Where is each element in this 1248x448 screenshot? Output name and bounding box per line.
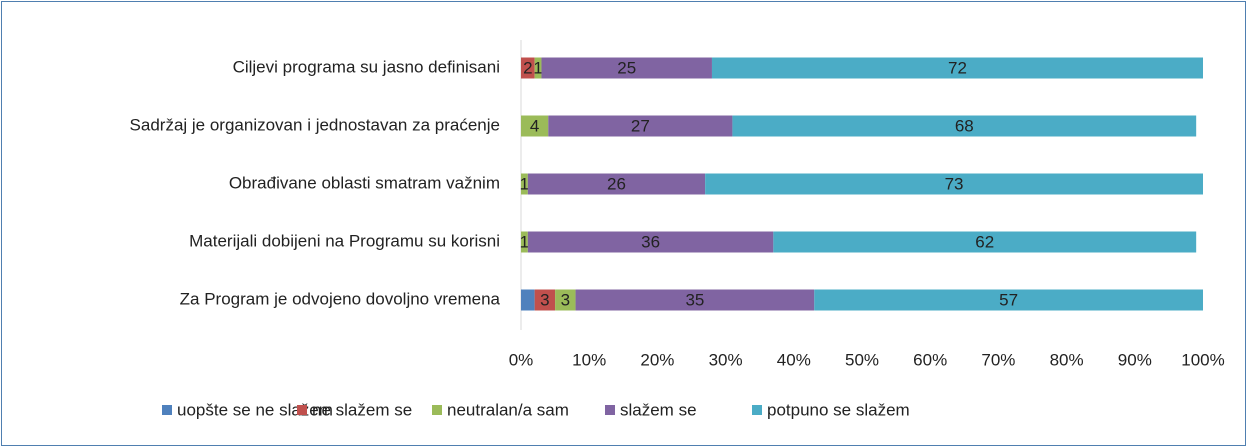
x-tick-label: 10% [572,350,606,369]
bar-segment [548,115,733,137]
x-tick-label: 70% [981,350,1015,369]
x-tick-label: 40% [777,350,811,369]
data-label: 27 [631,116,650,135]
y-tick-label: Sadržaj je organizovan i jednostavan za … [130,115,500,134]
legend-label: neutralan/a sam [447,400,569,419]
bar-segment [705,173,1203,195]
x-tick-label: 80% [1050,350,1084,369]
data-label: 4 [530,116,539,135]
data-label: 36 [641,232,660,251]
x-tick-label: 100% [1181,350,1224,369]
data-label: 1 [533,58,542,77]
bar-segment [711,57,1203,79]
bar-segment [534,289,556,311]
data-label: 62 [975,232,994,251]
bar-segment [521,57,535,79]
x-tick-label: 90% [1118,350,1152,369]
data-label: 1 [520,174,529,193]
bar-segment [773,231,1197,253]
x-tick-label: 50% [845,350,879,369]
bar-segment [814,289,1203,311]
bar-segment [521,173,528,195]
legend-swatch [297,405,307,415]
legend-swatch [605,405,615,415]
legend-label: uopšte se ne slažem [177,400,333,419]
data-label: 35 [685,290,704,309]
x-tick-label: 60% [913,350,947,369]
y-tick-label: Obrađivane oblasti smatram važnim [229,173,500,192]
y-tick-label: Za Program je odvojeno dovoljno vremena [180,289,501,308]
data-label: 25 [617,58,636,77]
data-label: 2 [523,58,532,77]
bar-segment [527,173,706,195]
bar-segment [575,289,815,311]
legend-label: potpuno se slažem [767,400,910,419]
legend-swatch [752,405,762,415]
bar-segment [732,115,1197,137]
bar-segment [541,57,712,79]
data-label: 68 [955,116,974,135]
bar-segment [521,115,549,137]
legend-swatch [162,405,172,415]
data-label: 73 [945,174,964,193]
data-label: 57 [999,290,1018,309]
legend-label: ne slažem se [312,400,412,419]
legend-swatch [432,405,442,415]
data-label: 3 [540,290,549,309]
bar-segment [534,57,542,79]
data-label: 1 [520,232,529,251]
bar-segment [521,231,528,253]
y-tick-label: Materijali dobijeni na Programu su koris… [189,231,500,250]
data-label: 26 [607,174,626,193]
x-tick-label: 0% [509,350,534,369]
bar-segment [527,231,774,253]
legend-label: slažem se [620,400,697,419]
x-tick-label: 20% [640,350,674,369]
data-label: 72 [948,58,967,77]
y-tick-label: Ciljevi programa su jasno definisani [233,57,500,76]
bar-segment [521,289,535,311]
x-tick-label: 30% [709,350,743,369]
data-label: 3 [561,290,570,309]
bar-segment [555,289,576,311]
